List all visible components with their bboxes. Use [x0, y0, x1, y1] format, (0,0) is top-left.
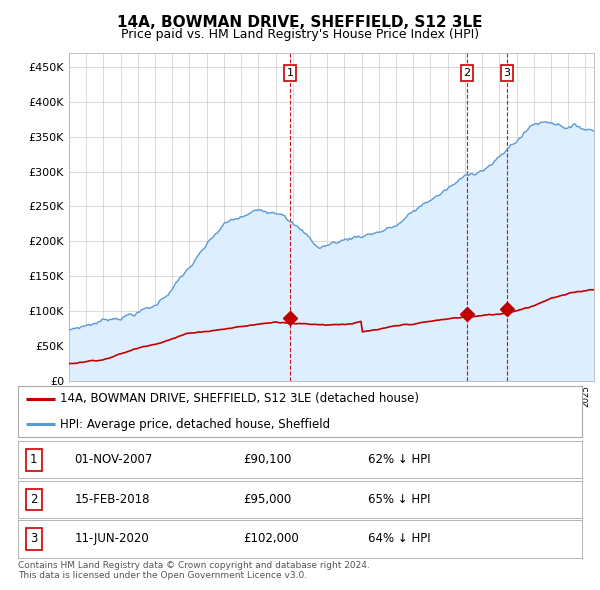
Text: 3: 3: [503, 68, 511, 78]
Text: 1: 1: [30, 453, 38, 467]
Text: 15-FEB-2018: 15-FEB-2018: [74, 493, 150, 506]
Text: HPI: Average price, detached house, Sheffield: HPI: Average price, detached house, Shef…: [60, 418, 331, 431]
Text: 14A, BOWMAN DRIVE, SHEFFIELD, S12 3LE (detached house): 14A, BOWMAN DRIVE, SHEFFIELD, S12 3LE (d…: [60, 392, 419, 405]
Text: 65% ↓ HPI: 65% ↓ HPI: [368, 493, 430, 506]
Text: 64% ↓ HPI: 64% ↓ HPI: [368, 532, 430, 546]
Text: 1: 1: [286, 68, 293, 78]
Text: 01-NOV-2007: 01-NOV-2007: [74, 453, 153, 467]
Text: 2: 2: [463, 68, 470, 78]
Text: 2: 2: [30, 493, 38, 506]
Text: Price paid vs. HM Land Registry's House Price Index (HPI): Price paid vs. HM Land Registry's House …: [121, 28, 479, 41]
Text: £95,000: £95,000: [244, 493, 292, 506]
Text: 62% ↓ HPI: 62% ↓ HPI: [368, 453, 430, 467]
Text: £102,000: £102,000: [244, 532, 299, 546]
Text: Contains HM Land Registry data © Crown copyright and database right 2024.
This d: Contains HM Land Registry data © Crown c…: [18, 560, 370, 580]
Text: £90,100: £90,100: [244, 453, 292, 467]
Text: 11-JUN-2020: 11-JUN-2020: [74, 532, 149, 546]
Text: 14A, BOWMAN DRIVE, SHEFFIELD, S12 3LE: 14A, BOWMAN DRIVE, SHEFFIELD, S12 3LE: [117, 15, 483, 30]
Text: 3: 3: [30, 532, 37, 546]
